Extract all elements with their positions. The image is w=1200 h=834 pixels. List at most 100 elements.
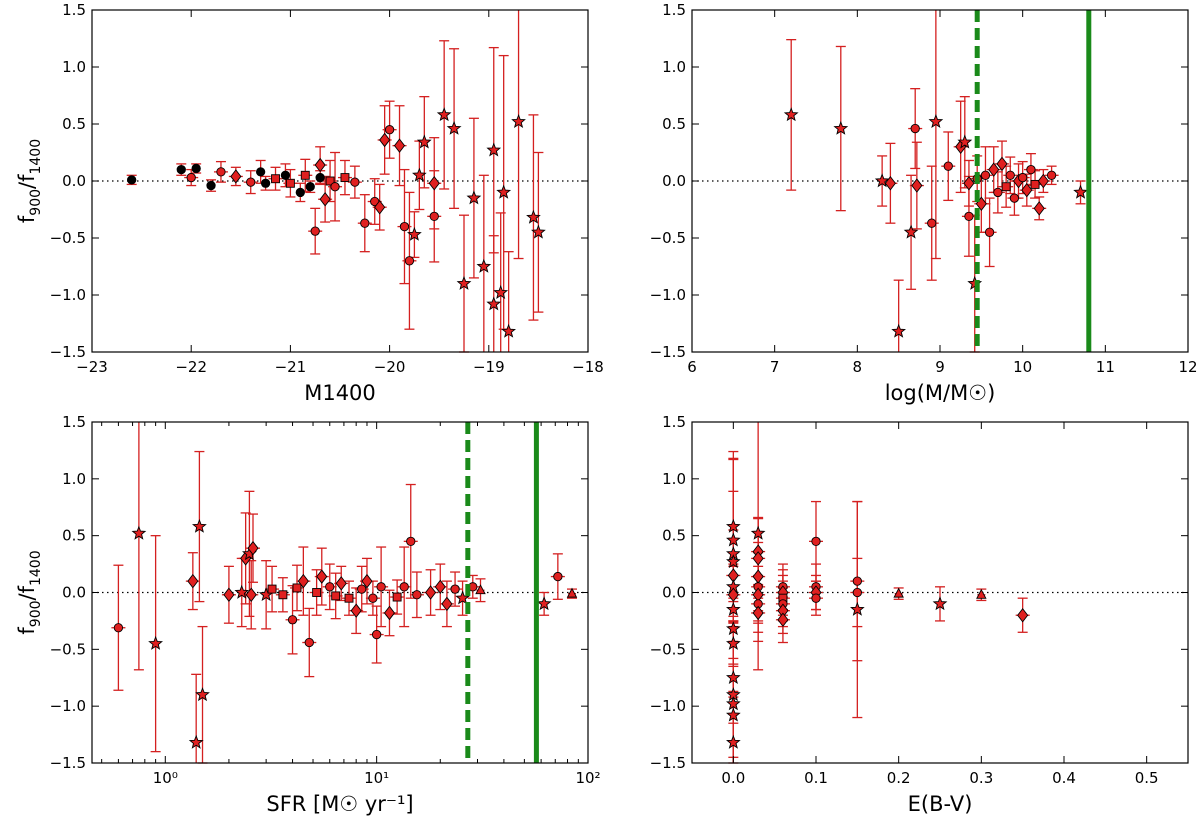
y-tick-label: 1.0: [62, 58, 86, 76]
y-tick-label: 1.0: [62, 470, 86, 488]
data-point-star: [726, 621, 741, 636]
data-point-circle: [943, 161, 953, 171]
panel-m1400-xlabel: M1400: [304, 381, 376, 405]
y-tick-label: 0.5: [662, 115, 686, 133]
data-point-square: [1001, 182, 1011, 192]
data-point-star: [446, 120, 462, 135]
x-tick-label: −19: [473, 358, 505, 376]
data-point-square: [300, 170, 310, 180]
x-tick-label: 0.5: [1135, 769, 1159, 787]
y-tick-label: 0.0: [62, 172, 86, 190]
panel-m1400-frame: [91, 9, 589, 353]
data-point-circle: [852, 587, 862, 598]
data-point-circle: [399, 221, 410, 232]
data-point-diamond: [383, 605, 396, 621]
x-tick-label: 11: [1096, 358, 1115, 376]
data-point-circle: [191, 163, 201, 174]
data-point-triangle: [566, 587, 578, 598]
data-point-star: [726, 635, 741, 650]
data-point-circle: [246, 177, 256, 187]
x-tick-label: 10: [1013, 358, 1032, 376]
panel-ebv-xlabel: E(B-V): [908, 792, 973, 816]
data-point-square: [312, 588, 322, 597]
data-point-circle: [964, 211, 974, 221]
data-point-diamond: [434, 579, 446, 595]
data-point-star: [195, 687, 210, 702]
data-point-star: [850, 601, 865, 616]
y-tick-label: 0.0: [662, 172, 686, 190]
data-point-diamond: [777, 612, 789, 628]
panel-sfr-ylabel: f900/f1400: [15, 550, 44, 634]
data-point-star: [188, 734, 204, 749]
x-tick-label: 0.2: [887, 769, 911, 787]
data-point-star: [476, 258, 492, 273]
y-tick-label: 0.0: [662, 584, 686, 602]
data-point-circle: [927, 218, 937, 228]
x-tick-label: 0.1: [804, 769, 828, 787]
data-point-circle: [280, 170, 291, 180]
data-point-star: [536, 596, 552, 611]
error-bar: [191, 673, 202, 763]
x-tick-label: 0.3: [969, 769, 993, 787]
data-point-diamond: [374, 199, 386, 215]
data-point-diamond: [1033, 201, 1045, 216]
data-point-diamond: [425, 585, 437, 600]
data-point-diamond: [911, 178, 923, 193]
data-point-star: [726, 518, 741, 533]
x-tick-label: 10⁰: [153, 769, 178, 787]
data-point-diamond: [361, 573, 373, 589]
error-bar: [133, 422, 144, 671]
data-point-diamond: [441, 596, 453, 612]
data-point-circle: [984, 227, 995, 237]
data-point-diamond: [247, 540, 259, 556]
data-point-star: [501, 323, 516, 338]
x-tick-label: 6: [687, 358, 697, 376]
data-point-diamond: [996, 156, 1008, 172]
data-point-circle: [404, 256, 415, 266]
x-tick-label: 0.0: [721, 769, 745, 787]
data-point-diamond: [297, 573, 309, 589]
panel-m1400-marks: [92, 10, 588, 353]
data-point-circle: [412, 590, 422, 600]
data-point-star: [726, 734, 741, 749]
y-tick-label: −1.0: [650, 286, 686, 304]
data-point-star: [726, 554, 741, 569]
y-tick-label: 1.0: [662, 58, 686, 76]
panel-m1400-ticks: −1.5 −1.0 −0.5 0.0 0.5 1.0 1.5 −23 −22 −21 −20 −19 −…: [50, 1, 604, 376]
data-point-square: [285, 178, 295, 188]
y-tick-label: −0.5: [50, 229, 86, 247]
data-point-circle: [852, 576, 862, 586]
data-point-circle: [1005, 170, 1015, 180]
x-tick-label: −18: [572, 358, 604, 376]
data-point-diamond: [752, 605, 764, 621]
y-tick-label: −0.5: [650, 640, 686, 658]
data-point-diamond: [752, 569, 764, 584]
data-point-diamond: [335, 576, 347, 591]
x-tick-label: 7: [770, 358, 780, 376]
data-point-square: [344, 593, 354, 603]
data-point-square: [271, 174, 280, 184]
y-tick-label: −0.5: [650, 229, 686, 247]
x-tick-label: −20: [374, 358, 406, 376]
error-bar: [488, 235, 499, 352]
y-tick-label: 0.5: [62, 115, 86, 133]
data-point-star: [456, 275, 472, 290]
data-point-circle: [113, 623, 124, 633]
panel-m1400-ylabel: f900/f1400: [15, 139, 44, 223]
data-point-diamond: [245, 587, 257, 603]
data-point-diamond: [379, 132, 391, 148]
data-point-circle: [305, 182, 315, 192]
data-point-circle: [315, 172, 325, 183]
data-point-diamond: [230, 169, 242, 184]
data-point-circle: [429, 211, 439, 221]
data-point-diamond: [963, 176, 975, 191]
y-tick-label: −1.0: [650, 697, 686, 715]
data-point-diamond: [314, 157, 326, 173]
x-tick-label: −22: [175, 358, 207, 376]
data-point-star: [486, 296, 502, 311]
data-point-circle: [330, 182, 340, 192]
data-point-circle: [910, 123, 920, 134]
data-point-star: [496, 184, 512, 199]
x-tick-label: 9: [935, 358, 945, 376]
data-point-square: [292, 583, 302, 593]
